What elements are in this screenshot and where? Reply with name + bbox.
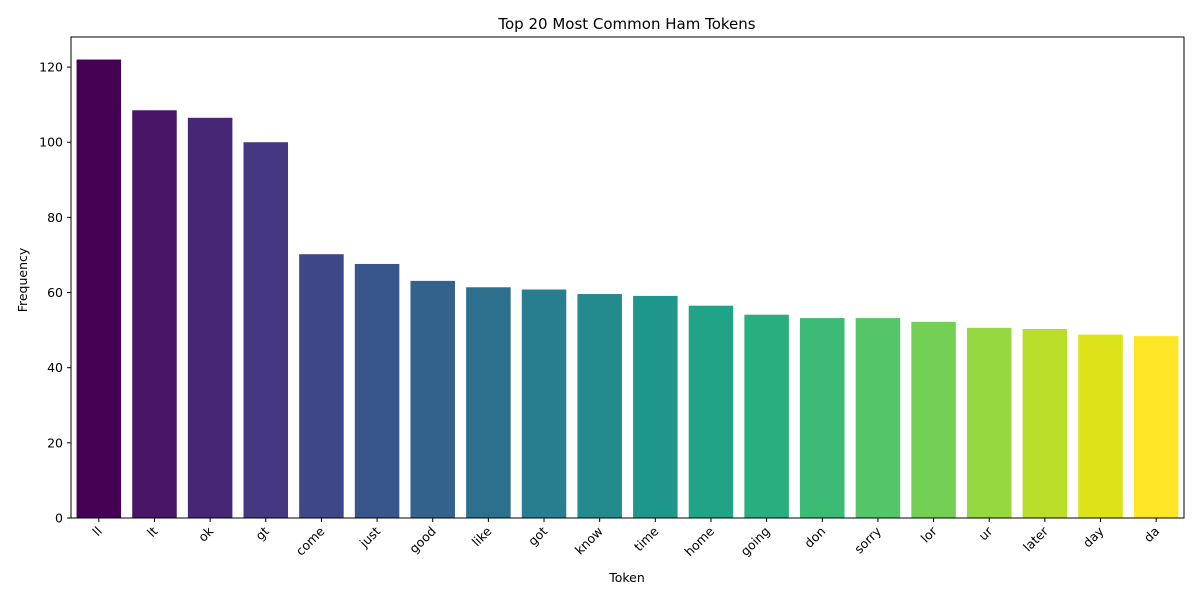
y-tick-label: 100 (39, 135, 63, 150)
x-tick-label: don (801, 524, 828, 551)
x-tick-label: got (525, 523, 550, 548)
x-tick-label: come (293, 523, 328, 558)
x-tick-label: lor (918, 523, 941, 546)
y-tick-label: 20 (47, 435, 63, 450)
x-tick-label: home (681, 523, 717, 559)
x-tick-label: know (572, 524, 606, 558)
bar-lor (911, 321, 956, 518)
x-tick-label: time (631, 523, 662, 554)
bar-good (410, 280, 455, 518)
x-tick-label: just (356, 523, 384, 551)
x-tick-label: good (406, 524, 439, 557)
bar-ll (76, 59, 122, 519)
x-tick-label: ll (89, 524, 105, 540)
bar-da (1133, 336, 1179, 518)
chart-title: Top 20 Most Common Ham Tokens (497, 15, 755, 33)
y-tick-label: 0 (55, 511, 63, 526)
x-tick-label: later (1020, 523, 1052, 555)
bar-got (521, 289, 567, 518)
plot-frame (70, 36, 1185, 519)
x-tick-label: da (1141, 524, 1163, 546)
bar-day (1078, 334, 1123, 518)
y-tick-label: 120 (39, 60, 63, 75)
x-tick-label: lt (144, 523, 161, 540)
bar-come (299, 254, 344, 518)
bar-don (800, 318, 845, 518)
x-tick-label: ur (976, 523, 996, 543)
bar-sorry (855, 318, 901, 518)
bar-know (577, 294, 622, 518)
bar-going (744, 314, 789, 518)
y-axis-label: Frequency (15, 247, 30, 312)
bar-just (354, 263, 400, 518)
bar-ok (187, 117, 233, 518)
x-tick-label: gt (252, 523, 272, 543)
x-tick-label: like (469, 523, 495, 549)
x-tick-label: sorry (851, 523, 884, 556)
bar-time (633, 295, 678, 518)
y-tick-label: 60 (47, 285, 63, 300)
x-tick-label: going (737, 524, 772, 559)
bar-like (466, 287, 511, 518)
bar-lt (132, 110, 177, 518)
x-axis-label: Token (608, 570, 645, 585)
bar-home (688, 305, 734, 518)
x-tick-label: ok (195, 523, 217, 545)
bar-later (1022, 328, 1068, 518)
plot-area: 0 20 40 60 80 100 120 ll lt ok gt come just good like g… (39, 36, 1185, 559)
y-tick-label: 80 (47, 210, 63, 225)
bar-gt (243, 142, 289, 518)
bar-ur (966, 327, 1012, 518)
y-tick-label: 40 (47, 360, 63, 375)
x-tick-label: day (1080, 523, 1107, 550)
